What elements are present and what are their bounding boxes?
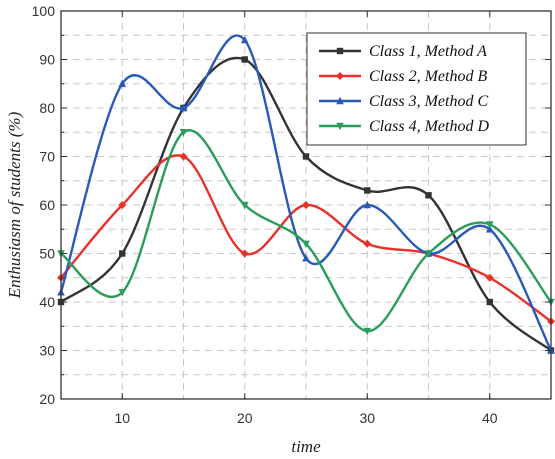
legend-label: Class 1, Method A xyxy=(369,43,487,60)
y-tick-label: 60 xyxy=(39,197,55,213)
data-point xyxy=(240,35,249,44)
data-point xyxy=(302,201,310,209)
legend-item: Class 1, Method A xyxy=(319,43,487,60)
data-point xyxy=(118,79,127,87)
data-point xyxy=(363,200,372,209)
series-line xyxy=(60,154,552,323)
y-tick-label: 70 xyxy=(39,149,55,165)
x-tick-label: 10 xyxy=(114,410,130,426)
y-tick-label: 90 xyxy=(39,52,55,68)
y-tick-label: 100 xyxy=(32,3,56,19)
data-point xyxy=(118,289,127,297)
data-point xyxy=(302,240,310,248)
data-point xyxy=(363,239,372,248)
legend-item: Class 2, Method B xyxy=(319,68,487,85)
data-point xyxy=(241,56,248,63)
y-tick-label: 80 xyxy=(39,100,55,116)
legend: Class 1, Method A Class 2, Method B Class … xyxy=(306,32,527,146)
legend-item: Class 4, Method D xyxy=(319,118,489,135)
legend-marker xyxy=(336,72,344,80)
series-3 xyxy=(57,34,555,354)
data-point xyxy=(485,273,494,282)
data-point xyxy=(364,187,371,194)
data-point xyxy=(486,298,493,306)
data-point xyxy=(485,221,494,229)
series-line xyxy=(60,129,552,333)
series-line xyxy=(59,34,553,352)
x-tick-label: 40 xyxy=(482,410,498,426)
data-point xyxy=(119,250,126,257)
data-point xyxy=(179,129,188,137)
series-line xyxy=(60,56,552,352)
data-point xyxy=(240,201,249,210)
data-point xyxy=(179,152,188,161)
legend-item: Class 3, Method C xyxy=(319,93,488,110)
data-point xyxy=(302,254,310,262)
data-point xyxy=(118,201,127,209)
data-point xyxy=(179,103,188,112)
legend-marker xyxy=(336,47,344,55)
legend-label: Class 2, Method B xyxy=(369,68,487,85)
legend-label: Class 3, Method C xyxy=(369,93,488,110)
data-point xyxy=(302,153,310,160)
x-tick-label: 20 xyxy=(237,410,253,426)
x-tick-label: 30 xyxy=(359,410,375,426)
data-point xyxy=(485,225,494,233)
data-point xyxy=(240,249,249,258)
data-point xyxy=(363,327,372,336)
y-tick-label: 40 xyxy=(39,294,55,310)
legend-label: Class 4, Method D xyxy=(369,118,489,135)
x-axis-label: time xyxy=(291,437,321,456)
y-tick-label: 30 xyxy=(39,343,55,359)
series-lines xyxy=(57,34,555,354)
y-axis-label: Enthusiasm of students (%) xyxy=(5,111,24,299)
legend-marker xyxy=(336,122,344,131)
data-point xyxy=(425,192,432,199)
y-tick-label: 50 xyxy=(39,246,55,262)
axis-ticks: 20 30 40 50 60 70 80 90 100 10 20 30 40 xyxy=(32,3,551,426)
data-point xyxy=(424,250,433,258)
y-tick-label: 20 xyxy=(39,391,55,407)
legend-marker xyxy=(336,96,344,105)
